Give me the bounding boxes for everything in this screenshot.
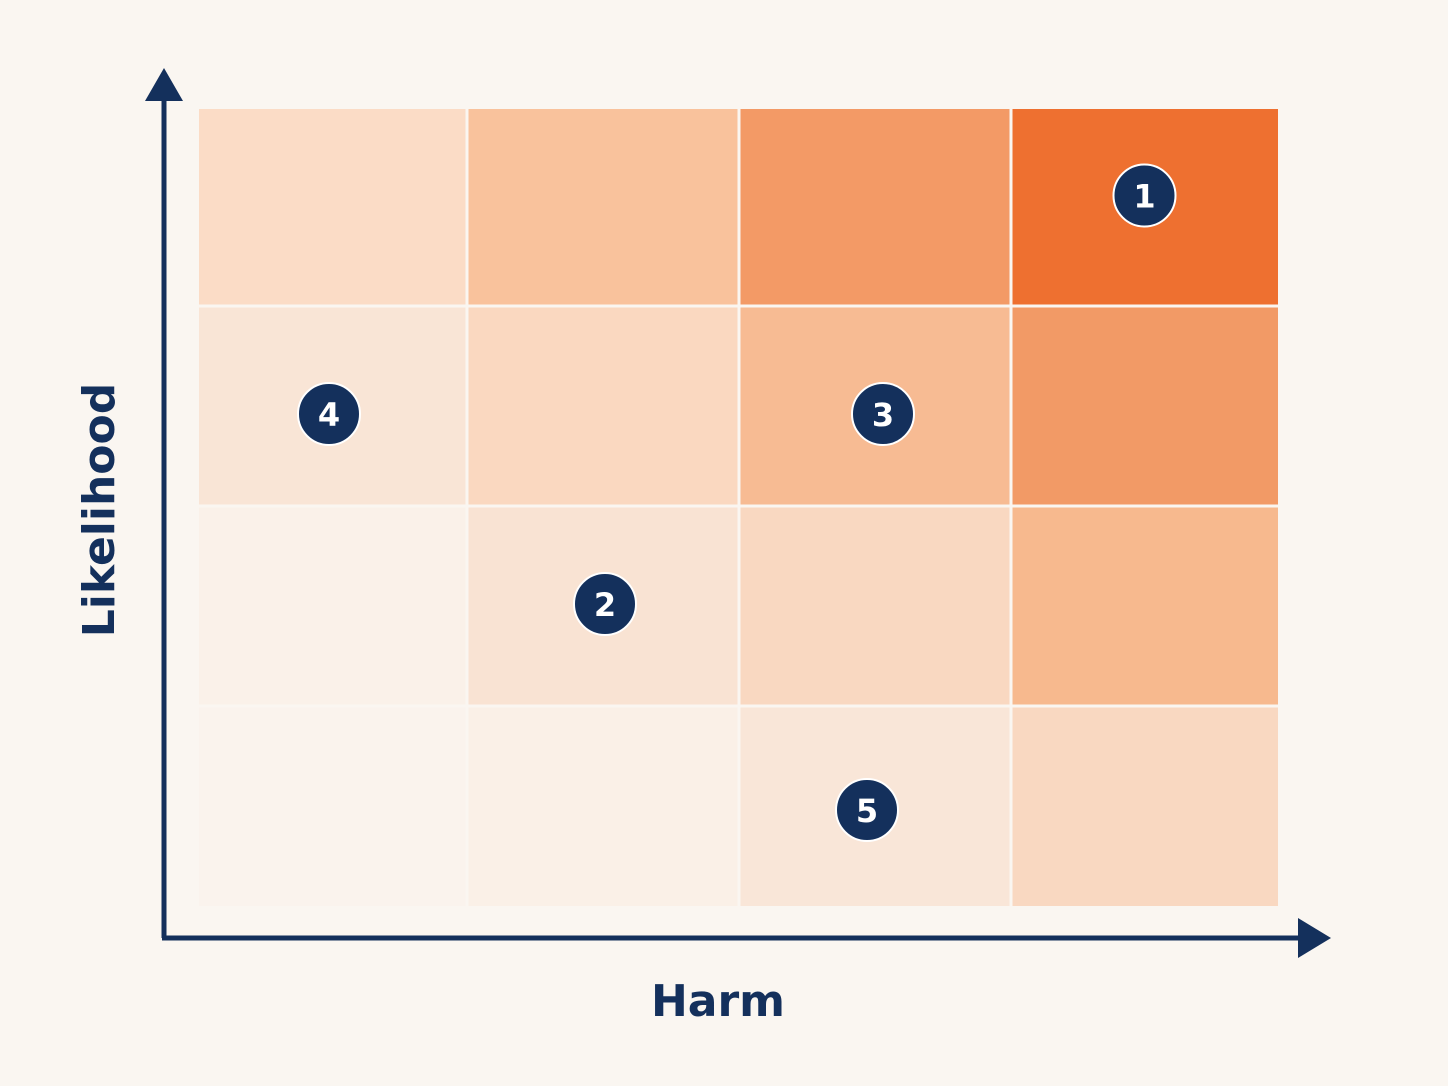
x-axis-title: Harm bbox=[651, 976, 785, 1027]
risk-marker-circle bbox=[835, 778, 899, 842]
heatmap-cells bbox=[199, 109, 1278, 906]
risk-marker-circle bbox=[851, 382, 915, 446]
risk-marker-5: 5 bbox=[835, 778, 899, 842]
heatmap-cell-r2-c1 bbox=[199, 507, 466, 705]
risk-marker-4: 4 bbox=[297, 382, 361, 446]
y-axis-title: Likelihood bbox=[74, 383, 125, 637]
heatmap-cell-r4-c1 bbox=[199, 109, 466, 305]
axes bbox=[145, 68, 1331, 958]
heatmap-cell-r3-c4 bbox=[1012, 307, 1278, 505]
risk-marker-label: 5 bbox=[856, 792, 878, 830]
risk-marker-label: 1 bbox=[1133, 178, 1155, 216]
y-axis-arrow-icon bbox=[145, 68, 183, 101]
risk-marker-circle bbox=[573, 572, 637, 636]
heatmap-cell-r2-c4 bbox=[1012, 507, 1278, 705]
x-axis-arrow-icon bbox=[1298, 918, 1331, 958]
risk-marker-label: 4 bbox=[318, 396, 340, 434]
heatmap-cell-r1-c2 bbox=[468, 707, 738, 906]
risk-marker-circle bbox=[297, 382, 361, 446]
heatmap-cell-r4-c2 bbox=[468, 109, 738, 305]
heatmap-cell-r1-c4 bbox=[1012, 707, 1278, 906]
risk-marker-label: 3 bbox=[872, 396, 894, 434]
risk-markers: 1 4 3 2 5 bbox=[297, 163, 1177, 842]
risk-marker-3: 3 bbox=[851, 382, 915, 446]
heatmap-cell-r3-c2 bbox=[468, 307, 738, 505]
risk-marker-circle bbox=[1112, 163, 1177, 228]
heatmap-cell-r4-c3 bbox=[740, 109, 1010, 305]
heatmap-cell-r2-c3 bbox=[740, 507, 1010, 705]
heatmap-cell-r1-c1 bbox=[199, 707, 466, 906]
risk-marker-2: 2 bbox=[573, 572, 637, 636]
risk-marker-label: 2 bbox=[594, 586, 616, 624]
risk-marker-1: 1 bbox=[1112, 163, 1177, 228]
